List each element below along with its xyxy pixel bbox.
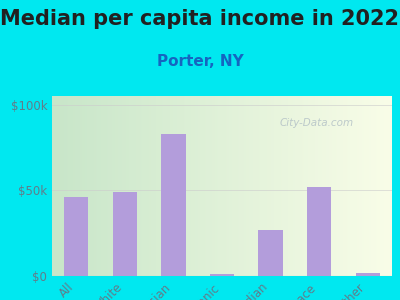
- Bar: [113, 192, 137, 276]
- Bar: [356, 273, 380, 276]
- Bar: [258, 230, 283, 276]
- Bar: [161, 134, 186, 276]
- Text: Porter, NY: Porter, NY: [157, 54, 243, 69]
- Text: Median per capita income in 2022: Median per capita income in 2022: [0, 9, 400, 29]
- Bar: [64, 197, 88, 276]
- Bar: [210, 274, 234, 276]
- Text: City-Data.com: City-Data.com: [280, 118, 354, 128]
- Bar: [307, 187, 331, 276]
